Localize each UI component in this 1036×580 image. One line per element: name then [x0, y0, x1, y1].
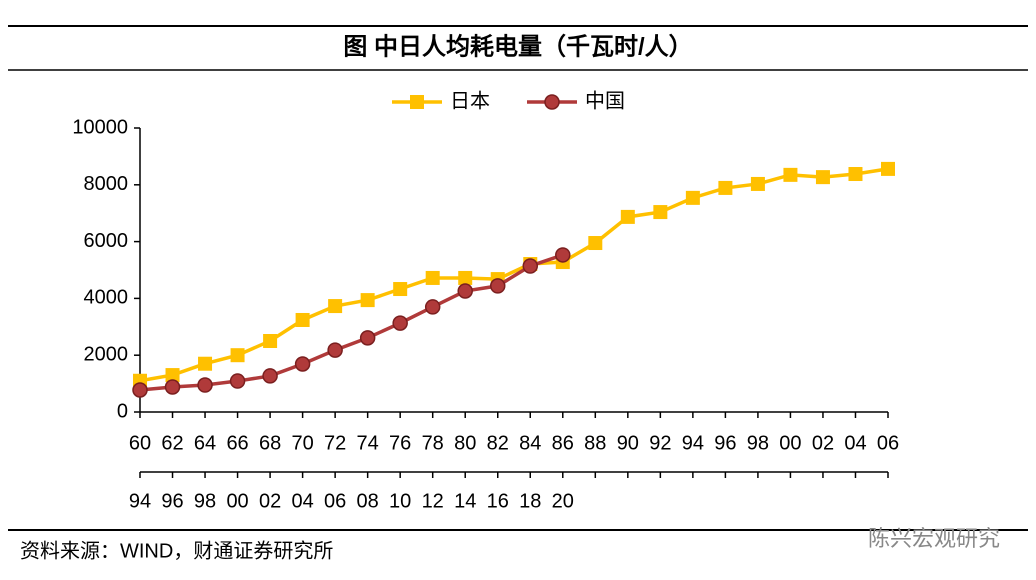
- marker: [295, 312, 310, 327]
- y-tick-label: 6000: [84, 230, 129, 252]
- x2-tick-label: 18: [519, 490, 541, 512]
- x2-tick-label: 04: [291, 490, 313, 512]
- x2-tick-label: 00: [226, 490, 248, 512]
- marker: [489, 278, 506, 294]
- x-tick-label: 00: [779, 432, 801, 454]
- chart-title: 图 中日人均耗电量（千瓦时/人）: [343, 32, 692, 60]
- x2-tick-label: 08: [357, 490, 379, 512]
- legend-marker: [410, 95, 424, 109]
- marker: [393, 282, 408, 297]
- marker: [881, 161, 895, 176]
- marker: [620, 209, 635, 224]
- y-tick-label: 10000: [72, 116, 128, 138]
- watermark: 陈兴宏观研究: [868, 526, 1000, 551]
- marker: [164, 379, 181, 395]
- marker: [424, 299, 441, 315]
- x2-tick-label: 12: [422, 490, 444, 512]
- x2-tick-label: 06: [324, 490, 346, 512]
- x-tick-label: 96: [714, 432, 736, 454]
- marker: [783, 167, 798, 182]
- x-tick-label: 94: [682, 432, 704, 454]
- y-tick-label: 2000: [84, 343, 129, 365]
- x-tick-label: 06: [877, 432, 899, 454]
- x-tick-label: 74: [357, 432, 379, 454]
- marker: [360, 293, 375, 308]
- x-tick-label: 60: [129, 432, 151, 454]
- x-tick-label: 66: [226, 432, 248, 454]
- marker: [588, 236, 603, 251]
- x2-tick-label: 02: [259, 490, 281, 512]
- x-tick-label: 80: [454, 432, 476, 454]
- marker: [653, 205, 668, 220]
- x2-tick-label: 98: [194, 490, 216, 512]
- marker: [197, 377, 213, 393]
- marker: [815, 170, 830, 185]
- x-tick-label: 82: [487, 432, 509, 454]
- marker: [392, 315, 408, 331]
- marker: [458, 270, 473, 285]
- marker: [327, 342, 343, 358]
- marker: [457, 283, 473, 299]
- marker: [555, 247, 571, 263]
- x-tick-label: 78: [422, 432, 444, 454]
- x-tick-label: 86: [552, 432, 574, 454]
- x-tick-label: 76: [389, 432, 411, 454]
- x2-tick-label: 16: [487, 490, 509, 512]
- marker: [522, 258, 539, 274]
- x-tick-label: 70: [291, 432, 313, 454]
- x-tick-label: 90: [617, 432, 639, 454]
- legend-label: 日本: [450, 89, 490, 112]
- marker: [263, 334, 278, 348]
- marker: [685, 190, 700, 205]
- x-tick-label: 04: [844, 432, 866, 454]
- x2-tick-label: 14: [454, 490, 476, 512]
- marker: [198, 356, 213, 371]
- x-tick-label: 88: [584, 432, 606, 454]
- marker: [165, 368, 180, 383]
- x2-tick-label: 20: [552, 490, 574, 512]
- x-tick-label: 02: [812, 432, 834, 454]
- x-tick-label: 98: [747, 432, 769, 454]
- x2-tick-label: 94: [129, 490, 151, 512]
- x-tick-label: 62: [161, 432, 183, 454]
- y-tick-label: 0: [117, 400, 128, 422]
- marker: [425, 270, 440, 285]
- marker: [848, 167, 863, 182]
- marker: [229, 373, 246, 389]
- x2-tick-label: 96: [161, 490, 183, 512]
- marker: [132, 382, 148, 398]
- marker: [262, 368, 278, 384]
- x-tick-label: 68: [259, 432, 281, 454]
- marker: [230, 348, 245, 363]
- marker: [750, 176, 765, 191]
- marker: [294, 356, 311, 372]
- x2-tick-label: 10: [389, 490, 411, 512]
- y-tick-label: 8000: [84, 173, 129, 195]
- marker: [718, 180, 733, 195]
- source: 资料来源：WIND，财通证券研究所: [20, 539, 333, 562]
- marker: [328, 299, 343, 314]
- legend-marker: [544, 94, 560, 110]
- marker: [359, 330, 376, 346]
- x-tick-label: 92: [649, 432, 671, 454]
- legend-label: 中国: [585, 89, 625, 112]
- y-tick-label: 4000: [84, 287, 129, 309]
- x-tick-label: 84: [519, 432, 541, 454]
- x-tick-label: 64: [194, 432, 216, 454]
- x-tick-label: 72: [324, 432, 346, 454]
